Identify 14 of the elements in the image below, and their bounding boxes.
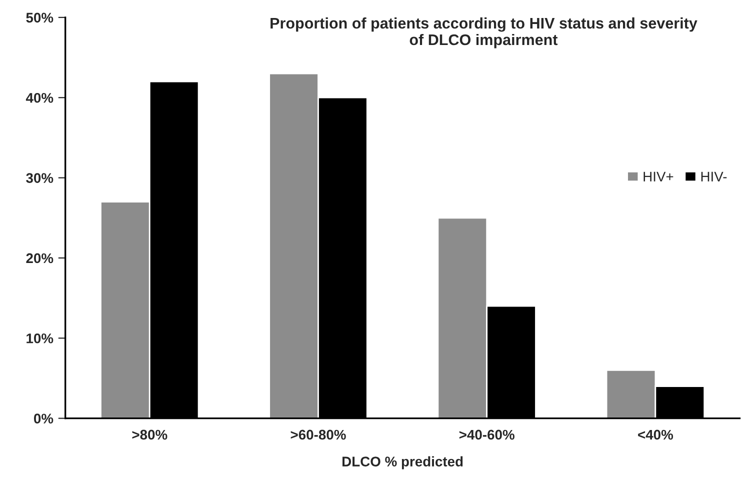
legend-label: HIV-: [701, 172, 727, 182]
x-tick-label: >40-60%: [459, 430, 514, 440]
y-tick-label: 50%: [26, 12, 54, 23]
y-tick-label: 30%: [26, 173, 54, 183]
x-tick-label: <40%: [638, 430, 674, 440]
x-tick-label: >80%: [132, 430, 168, 440]
text: Proportion of patients according to HIV status and severity of DLCO impairment: [270, 17, 698, 48]
y-tick-label: 40%: [26, 92, 54, 103]
y-tick-label: 20%: [26, 253, 54, 264]
y-tick-label: 0%: [34, 414, 54, 424]
x-tick-label: >60-80%: [290, 430, 346, 440]
x-axis-title: DLCO % predicted: [342, 456, 463, 470]
legend-label: HIV+: [644, 172, 674, 182]
y-tick-label: 10%: [26, 333, 54, 344]
